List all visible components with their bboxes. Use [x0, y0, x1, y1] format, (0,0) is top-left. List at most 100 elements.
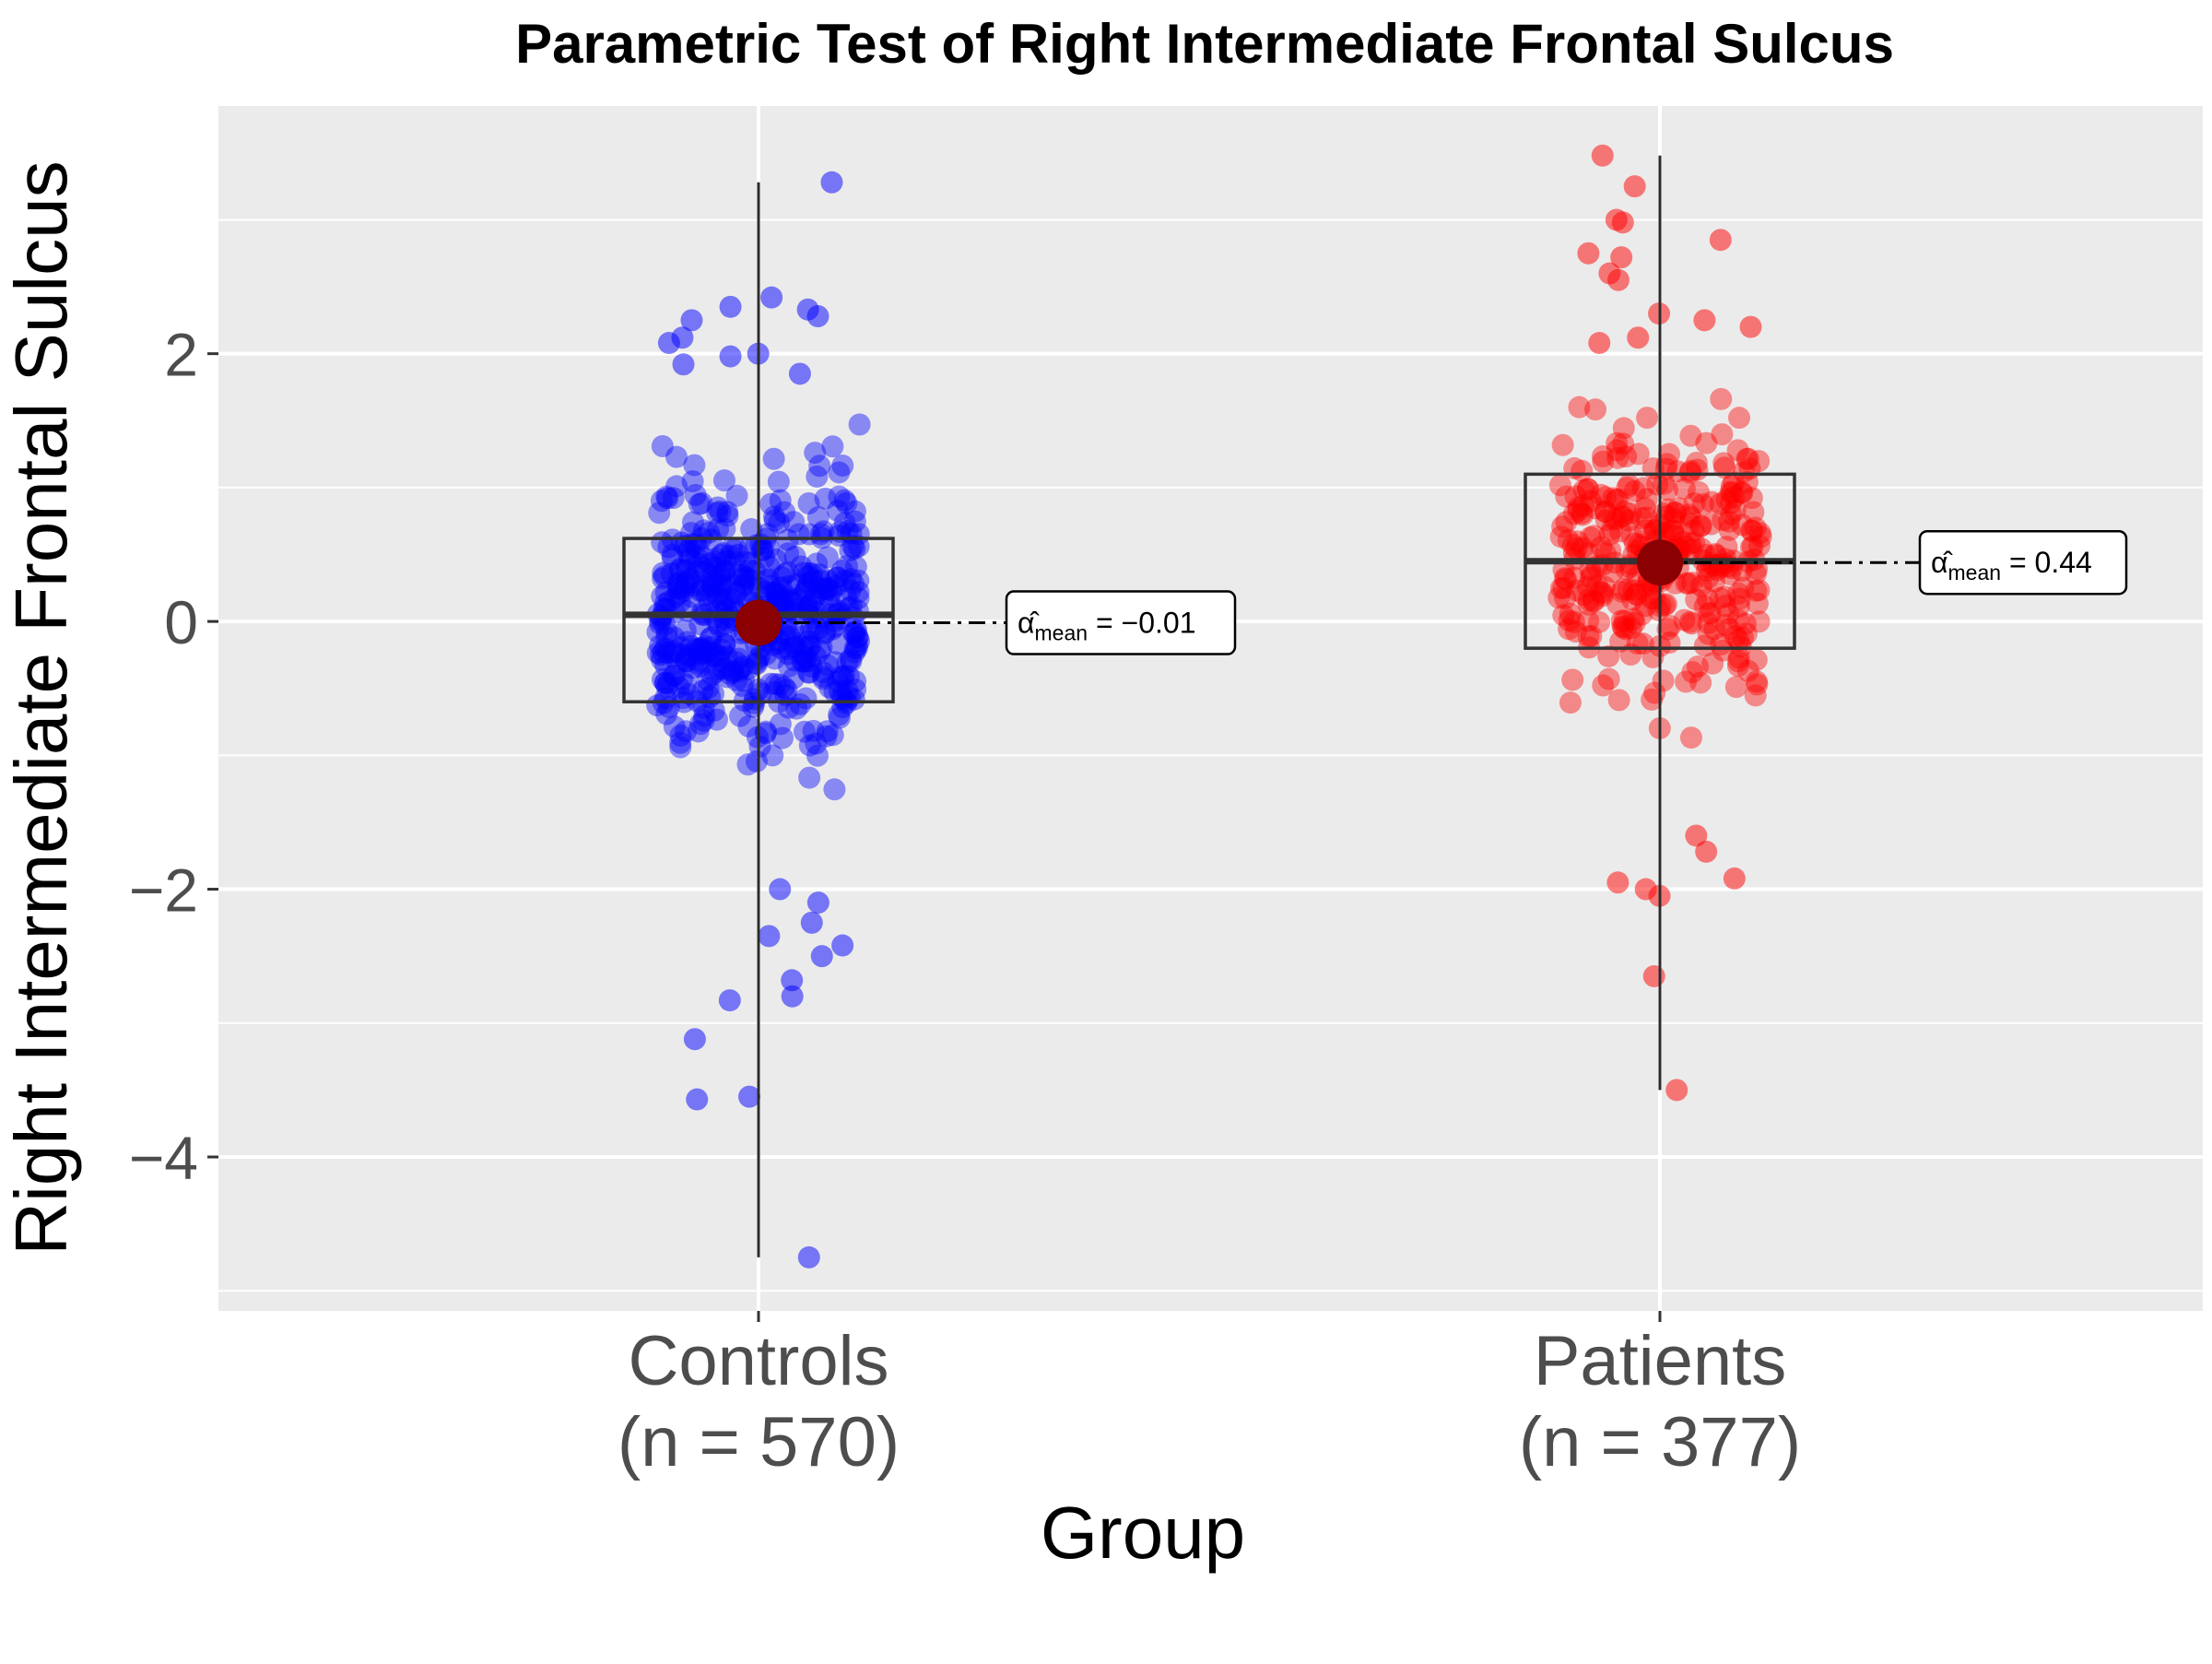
data-point: [1746, 673, 1769, 696]
data-point: [800, 655, 823, 679]
data-point: [793, 720, 816, 743]
data-point: [1677, 503, 1700, 526]
data-point: [1606, 431, 1629, 454]
data-point: [848, 630, 871, 653]
data-point: [1555, 568, 1578, 591]
data-point: [836, 679, 859, 702]
data-point: [669, 577, 692, 600]
data-point: [831, 934, 854, 957]
data-point: [1749, 525, 1772, 549]
data-point: [1662, 524, 1685, 547]
data-point: [766, 584, 789, 607]
data-point: [1630, 507, 1653, 530]
data-point: [1555, 511, 1578, 534]
data-point: [1592, 450, 1615, 473]
data-point: [1583, 590, 1606, 613]
data-point: [1606, 439, 1629, 462]
data-point: [1679, 532, 1702, 555]
data-point: [792, 650, 815, 673]
data-point: [1571, 502, 1594, 525]
data-point: [1720, 475, 1743, 498]
data-point: [738, 559, 761, 582]
data-point: [705, 584, 728, 608]
data-point: [704, 549, 727, 572]
data-point: [1661, 519, 1684, 542]
data-point: [820, 579, 843, 602]
data-point: [779, 625, 802, 648]
data-point: [847, 523, 870, 546]
data-point: [721, 593, 744, 616]
data-point: [1611, 211, 1634, 234]
data-point: [848, 413, 871, 436]
data-point: [1739, 519, 1762, 542]
data-point: [1577, 242, 1600, 265]
data-point: [759, 492, 782, 515]
data-point: [843, 500, 866, 523]
data-point: [701, 563, 724, 586]
data-point: [693, 634, 716, 657]
data-point: [1619, 617, 1642, 640]
data-point: [843, 641, 866, 664]
data-point: [1572, 478, 1595, 502]
data-point: [847, 535, 870, 558]
data-point: [654, 654, 677, 677]
data-point: [722, 659, 745, 682]
data-point: [1580, 563, 1603, 586]
data-point: [802, 719, 825, 742]
data-point: [1675, 670, 1698, 693]
data-point: [1675, 572, 1698, 595]
data-point: [682, 656, 705, 679]
data-point: [1568, 395, 1591, 419]
data-point: [651, 668, 674, 691]
axes: Controls(n = 570) Patients(n = 377) −4 −2 0 2: [129, 321, 1801, 1481]
data-point: [798, 734, 821, 757]
data-point: [655, 702, 678, 726]
data-point: [1635, 488, 1658, 511]
data-point: [687, 720, 710, 743]
data-point: [699, 552, 722, 575]
data-point: [1563, 566, 1586, 589]
data-point: [1685, 588, 1708, 611]
data-point: [679, 585, 702, 608]
data-point: [652, 561, 675, 584]
data-point: [843, 510, 866, 533]
data-point: [1693, 309, 1716, 332]
data-point: [676, 650, 699, 673]
data-point: [1610, 505, 1633, 528]
data-point: [1602, 487, 1625, 510]
data-point: [1683, 531, 1706, 554]
data-point: [1726, 608, 1749, 631]
data-point: [727, 660, 750, 683]
data-point: [823, 778, 846, 801]
data-point: [675, 650, 698, 673]
data-point: [771, 726, 794, 749]
data-point: [828, 485, 851, 508]
data-point: [668, 590, 691, 613]
data-point: [1621, 588, 1644, 611]
data-point: [1611, 505, 1634, 528]
y-axis-title: Right Intermediate Frontal Sulcus: [0, 160, 82, 1255]
data-point: [1665, 1079, 1688, 1102]
data-point: [835, 554, 858, 577]
data-point: [1611, 615, 1634, 638]
data-point: [697, 641, 720, 664]
data-point: [1612, 417, 1635, 440]
data-point: [842, 620, 865, 643]
data-point: [1720, 481, 1743, 504]
data-point: [843, 537, 866, 561]
data-point: [1564, 620, 1587, 643]
data-point: [687, 552, 710, 575]
data-point: [1677, 572, 1700, 595]
data-point: [706, 644, 729, 667]
data-point: [1659, 615, 1682, 638]
data-point: [813, 622, 836, 645]
data-point: [797, 661, 820, 684]
data-point: [1577, 625, 1600, 648]
data-point: [1695, 431, 1718, 454]
data-point: [831, 667, 854, 690]
data-point: [705, 708, 728, 731]
data-point: [1594, 509, 1618, 532]
data-point: [1726, 650, 1749, 673]
data-point: [810, 945, 833, 968]
data-point: [1745, 670, 1768, 693]
